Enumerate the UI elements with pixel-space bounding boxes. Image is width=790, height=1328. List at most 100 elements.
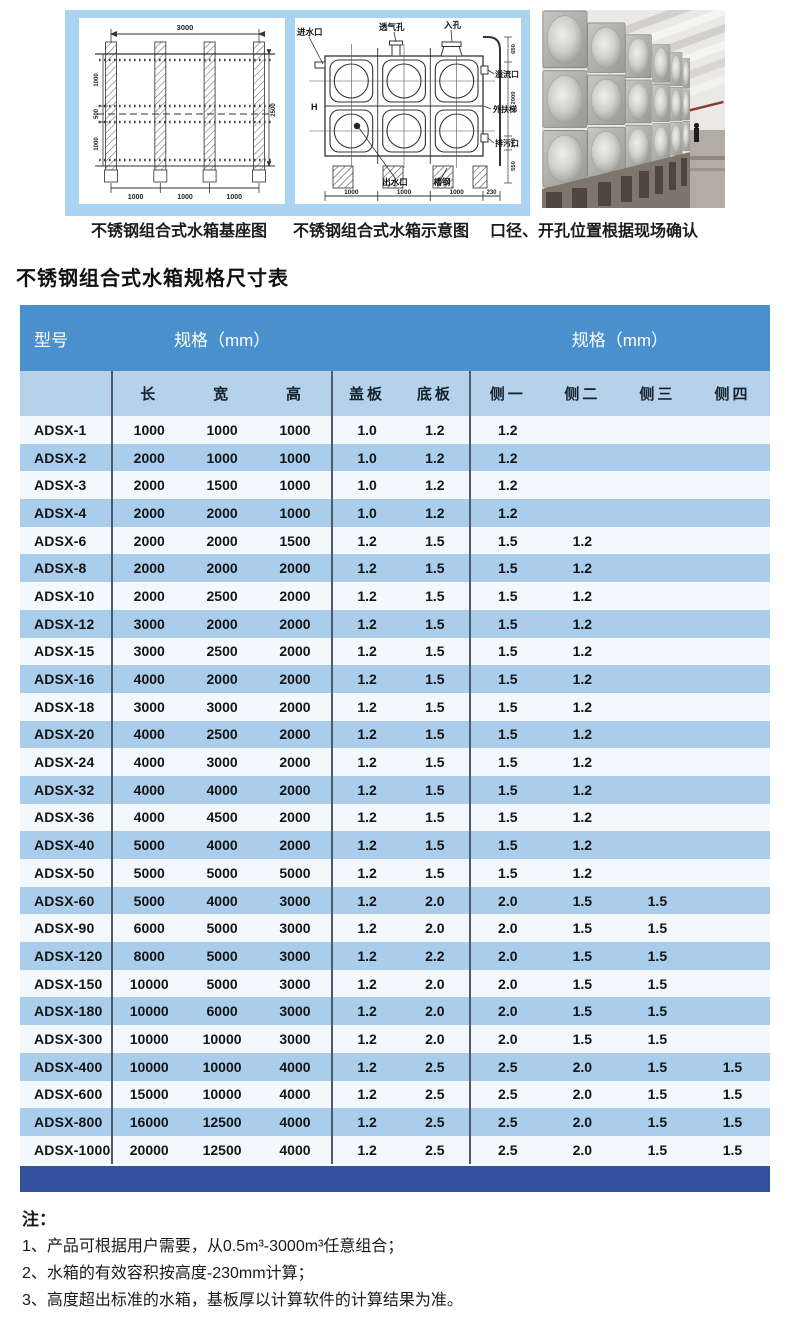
cell-cover-plate: 1.2 bbox=[331, 554, 401, 583]
cell-side-1: 1.5 bbox=[468, 748, 545, 776]
cell-width: 2000 bbox=[185, 554, 259, 583]
cell-cover-plate: 1.2 bbox=[331, 1025, 401, 1053]
note-item: 1、产品可根据用户需要，从0.5m³-3000m³任意组合； bbox=[22, 1238, 404, 1255]
header-spec-mm-1: 规格（mm） bbox=[112, 305, 333, 371]
schematic-diagram: 进水口 透气孔 入孔 溢流口 外扶梯 排污口 出水口 槽钢 H 650 2000… bbox=[297, 20, 519, 201]
cell-width: 5000 bbox=[185, 942, 259, 970]
cell-width: 2500 bbox=[185, 720, 259, 749]
cell-side-1: 1.5 bbox=[468, 803, 545, 832]
cell-model: ADSX-120 bbox=[20, 942, 113, 970]
cell-length: 6000 bbox=[111, 914, 186, 943]
cell-length: 10000 bbox=[111, 1052, 186, 1081]
cell-side-4 bbox=[694, 914, 770, 943]
cell-side-3 bbox=[619, 499, 695, 527]
cell-height: 3000 bbox=[258, 969, 333, 998]
cell-length: 5000 bbox=[111, 859, 186, 887]
cell-width: 3000 bbox=[185, 748, 259, 776]
cell-height: 3000 bbox=[258, 914, 333, 943]
cell-side-2: 1.2 bbox=[544, 831, 620, 859]
page-title: 不锈钢组合式水箱规格尺寸表 bbox=[16, 268, 289, 290]
cell-side-3 bbox=[619, 748, 695, 776]
cell-side-1: 1.5 bbox=[468, 859, 545, 887]
cell-side-3 bbox=[619, 416, 695, 444]
schematic-label: 外扶梯 bbox=[493, 104, 517, 114]
dim-label: 1000 bbox=[94, 73, 100, 87]
table-row: ADSX-300 10000 10000 3000 1.2 2.0 2.0 1.… bbox=[20, 1025, 770, 1053]
cell-bottom-plate: 1.5 bbox=[400, 637, 470, 666]
cell-cover-plate: 1.2 bbox=[331, 748, 401, 776]
cell-cover-plate: 1.2 bbox=[331, 665, 401, 693]
cell-cover-plate: 1.2 bbox=[331, 914, 401, 943]
cell-height: 2000 bbox=[258, 831, 333, 859]
cell-side-3: 1.5 bbox=[619, 997, 695, 1026]
cell-height: 2000 bbox=[258, 748, 333, 776]
cell-width: 2500 bbox=[185, 582, 259, 610]
cell-bottom-plate: 1.5 bbox=[400, 609, 470, 638]
cell-model: ADSX-800 bbox=[20, 1108, 113, 1136]
cell-model: ADSX-4 bbox=[20, 499, 113, 527]
table-row: ADSX-40 5000 4000 2000 1.2 1.5 1.5 1.2 bbox=[20, 831, 770, 859]
photo-caption: 口径、开孔位置根据现场确认 bbox=[490, 223, 699, 240]
cell-side-1: 1.2 bbox=[468, 443, 545, 472]
cell-height: 4000 bbox=[258, 1052, 333, 1081]
cell-side-1: 1.5 bbox=[468, 526, 545, 555]
schematic-label: 透气孔 bbox=[379, 22, 405, 32]
cell-model: ADSX-50 bbox=[20, 859, 113, 887]
table-row: ADSX-60 5000 4000 3000 1.2 2.0 2.0 1.5 1… bbox=[20, 886, 770, 915]
table-row: ADSX-600 15000 10000 4000 1.2 2.5 2.5 2.… bbox=[20, 1080, 770, 1109]
cell-side-2 bbox=[544, 443, 620, 472]
cell-length: 10000 bbox=[111, 1025, 186, 1053]
cell-side-4 bbox=[694, 582, 770, 610]
cell-bottom-plate: 1.2 bbox=[400, 416, 470, 444]
table-row: ADSX-6 2000 2000 1500 1.2 1.5 1.5 1.2 bbox=[20, 526, 770, 555]
cell-side-4 bbox=[694, 416, 770, 444]
cell-length: 4000 bbox=[111, 665, 186, 693]
schematic-label: H bbox=[311, 102, 318, 112]
dim-label: 140 bbox=[511, 138, 517, 148]
cell-side-1: 1.5 bbox=[468, 720, 545, 749]
cell-length: 2000 bbox=[111, 471, 186, 500]
cell-length: 2000 bbox=[111, 526, 186, 555]
cell-side-2: 1.2 bbox=[544, 859, 620, 887]
note-item: 2、水箱的有效容积按高度-230mm计算； bbox=[22, 1265, 314, 1282]
cell-side-4 bbox=[694, 471, 770, 500]
cell-height: 3000 bbox=[258, 942, 333, 970]
dim-label: 1000 bbox=[344, 189, 359, 196]
cell-model: ADSX-40 bbox=[20, 831, 113, 859]
cell-side-4 bbox=[694, 775, 770, 804]
cell-side-2: 2.0 bbox=[544, 1108, 620, 1136]
cell-side-2: 2.0 bbox=[544, 1080, 620, 1109]
notes-label: 注： bbox=[22, 1210, 56, 1229]
table-row: ADSX-32 4000 4000 2000 1.2 1.5 1.5 1.2 bbox=[20, 775, 770, 804]
cell-bottom-plate: 1.5 bbox=[400, 554, 470, 583]
cell-cover-plate: 1.2 bbox=[331, 1080, 401, 1109]
cell-side-4 bbox=[694, 499, 770, 527]
cell-bottom-plate: 2.0 bbox=[400, 1025, 470, 1053]
cell-height: 3000 bbox=[258, 997, 333, 1026]
col-side-1: 侧一 bbox=[468, 371, 545, 416]
cell-side-4 bbox=[694, 859, 770, 887]
dim-label: 2000 bbox=[511, 92, 517, 105]
cell-width: 12500 bbox=[185, 1108, 259, 1136]
cell-width: 5000 bbox=[185, 969, 259, 998]
cell-height: 2000 bbox=[258, 637, 333, 666]
table-row: ADSX-8 2000 2000 2000 1.2 1.5 1.5 1.2 bbox=[20, 554, 770, 583]
cell-model: ADSX-6 bbox=[20, 526, 113, 555]
cell-side-2: 2.0 bbox=[544, 1052, 620, 1081]
cell-bottom-plate: 1.5 bbox=[400, 859, 470, 887]
cell-length: 2000 bbox=[111, 582, 186, 610]
notes-section: 注： 1、产品可根据用户需要，从0.5m³-3000m³任意组合； 2、水箱的有… bbox=[22, 1206, 463, 1314]
cell-model: ADSX-36 bbox=[20, 803, 113, 832]
cell-cover-plate: 1.2 bbox=[331, 859, 401, 887]
table-row: ADSX-2 2000 1000 1000 1.0 1.2 1.2 bbox=[20, 443, 770, 472]
cell-side-4 bbox=[694, 1025, 770, 1053]
cell-model: ADSX-18 bbox=[20, 692, 113, 721]
cell-cover-plate: 1.2 bbox=[331, 969, 401, 998]
cell-width: 12500 bbox=[185, 1135, 259, 1164]
cell-width: 10000 bbox=[185, 1080, 259, 1109]
dim-label: 3000 bbox=[177, 23, 194, 32]
cell-cover-plate: 1.0 bbox=[331, 471, 401, 500]
col-side-2: 侧二 bbox=[544, 371, 620, 416]
cell-height: 1500 bbox=[258, 526, 333, 555]
cell-length: 15000 bbox=[111, 1080, 186, 1109]
